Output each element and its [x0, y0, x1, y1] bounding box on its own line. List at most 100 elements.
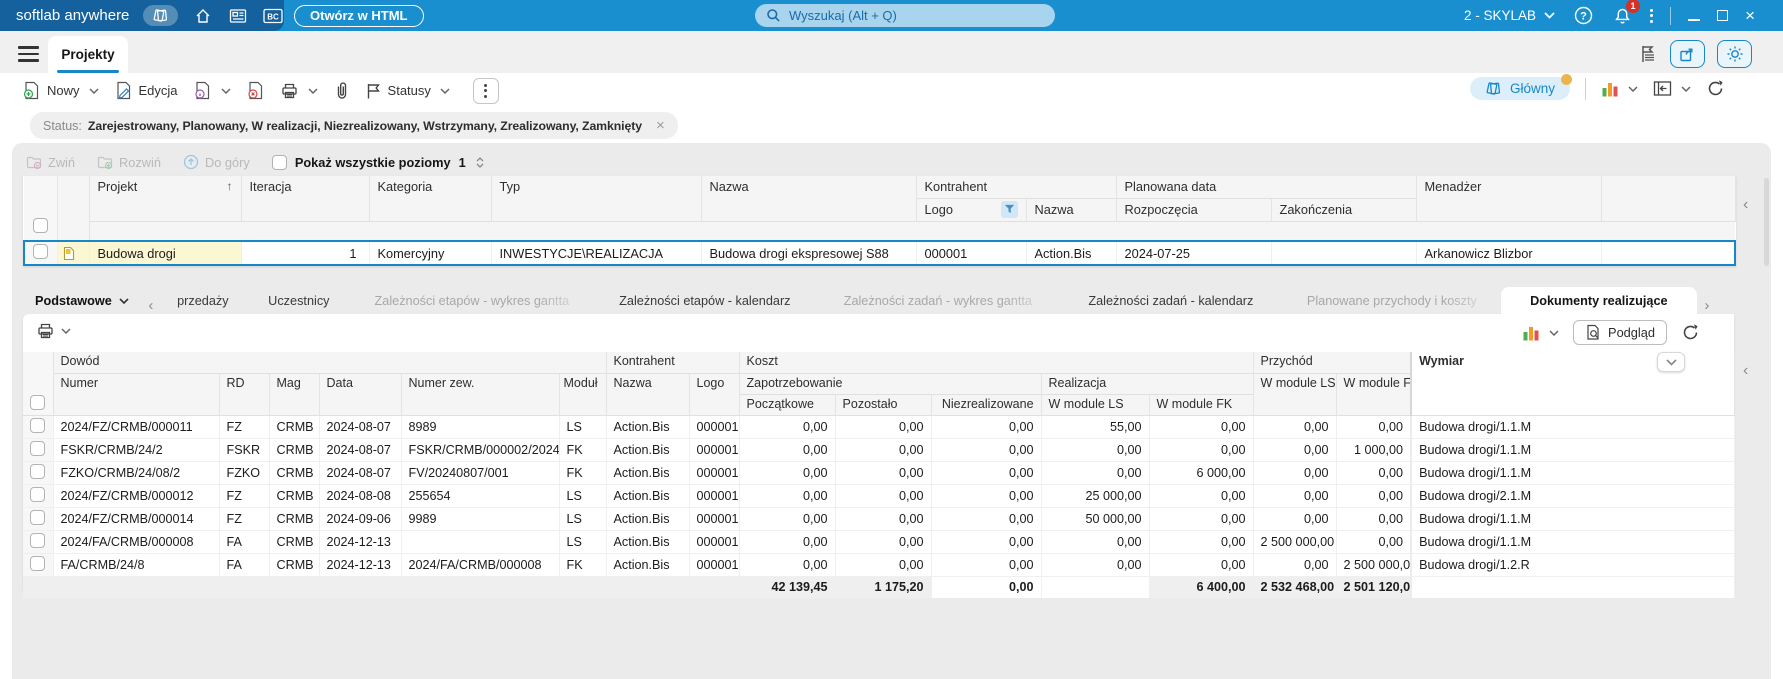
sort-asc-icon[interactable]: ↑ — [227, 179, 233, 193]
tab-zaleznosci-etapow-kalendarz[interactable]: Zależności etapów - kalendarz — [593, 288, 817, 314]
info-document-button[interactable] — [193, 81, 231, 100]
tab-projekty[interactable]: Projekty — [48, 36, 128, 73]
bc-button[interactable]: BC — [263, 5, 284, 27]
col-header-poczatkowe[interactable]: Początkowe — [739, 394, 835, 415]
col-header-nazwa[interactable]: Nazwa — [701, 176, 916, 221]
scroll-left-chevron[interactable]: ‹ — [1743, 196, 1748, 214]
row-checkbox[interactable] — [30, 556, 45, 571]
col-header-typ[interactable]: Typ — [491, 176, 701, 221]
col-header-nazwa[interactable]: Nazwa — [606, 373, 689, 415]
project-row[interactable]: Budowa drogi 1 Komercyjny INWESTYCJE\REA… — [24, 241, 1735, 265]
refresh-button[interactable] — [1706, 79, 1725, 98]
toolbar-overflow-button[interactable] — [473, 78, 499, 104]
chevron-down-icon[interactable] — [61, 328, 71, 334]
col-header-numer[interactable]: Numer — [53, 373, 219, 415]
chart-view-button[interactable] — [1601, 80, 1638, 98]
document-row[interactable]: 2024/FZ/CRMB/000014 FZ CRMB 2024-09-06 9… — [23, 507, 1734, 530]
tab-zaleznosci-zadan-gantt[interactable]: Zależności zadań - wykres gantta — [819, 288, 1057, 314]
collapse-panel-button[interactable] — [1657, 352, 1685, 372]
row-checkbox[interactable] — [30, 418, 45, 433]
select-all-checkbox[interactable] — [30, 395, 45, 410]
document-row[interactable]: 2024/FA/CRMB/000008 FA CRMB 2024-12-13 L… — [23, 530, 1734, 553]
row-checkbox[interactable] — [30, 510, 45, 525]
notifications-button[interactable]: 1 — [1611, 5, 1633, 27]
new-button[interactable]: Nowy — [22, 81, 99, 100]
panel-layout-button[interactable] — [1653, 80, 1691, 97]
col-header-modul[interactable]: Moduł — [559, 373, 606, 415]
document-row[interactable]: 2024/FZ/CRMB/000011 FZ CRMB 2024-08-07 8… — [23, 415, 1734, 438]
tab-uczestnicy[interactable]: Uczestnicy — [247, 288, 351, 314]
detail-tab-selector[interactable]: Podstawowe — [23, 288, 141, 314]
col-header-projekt[interactable]: Projekt↑ — [89, 176, 241, 221]
row-checkbox[interactable] — [33, 244, 48, 259]
col-header-data[interactable]: Data — [319, 373, 401, 415]
attachments-button[interactable] — [333, 81, 350, 100]
tab-zaleznosci-etapow-gantt[interactable]: Zależności etapów - wykres gantta — [353, 288, 591, 314]
pinned-panels-icon[interactable] — [1638, 44, 1658, 64]
open-in-html-button[interactable]: Otwórz w HTML — [294, 5, 424, 27]
col-header-przychod-ls[interactable]: W module LS — [1253, 373, 1336, 415]
select-all-checkbox[interactable] — [33, 218, 48, 233]
col-header-wymiar[interactable]: Wymiar — [1411, 352, 1734, 415]
tab-zaleznosci-zadan-kalendarz[interactable]: Zależności zadań - kalendarz — [1059, 288, 1283, 314]
tab-sprzedazy[interactable]: przedaży — [161, 288, 245, 314]
col-header-mag[interactable]: Mag — [269, 373, 319, 415]
row-checkbox[interactable] — [30, 464, 45, 479]
delete-document-button[interactable] — [246, 81, 265, 100]
col-header-real-fk[interactable]: W module FK — [1149, 394, 1253, 415]
status-filter-chip[interactable]: Status: Zarejestrowany, Planowany, W rea… — [30, 112, 678, 139]
docs-chart-button[interactable] — [1522, 324, 1559, 342]
more-menu-button[interactable] — [1650, 9, 1653, 23]
help-button[interactable]: ? — [1572, 5, 1594, 27]
share-button[interactable] — [1670, 40, 1705, 68]
minimize-button[interactable] — [1688, 19, 1700, 21]
level-stepper[interactable] — [476, 157, 484, 168]
col-header-menadzer[interactable]: Menadżer — [1416, 176, 1601, 221]
document-row[interactable]: 2024/FZ/CRMB/000012 FZ CRMB 2024-08-08 2… — [23, 484, 1734, 507]
remove-filter-icon[interactable]: × — [656, 117, 665, 134]
to-top-button[interactable]: Do góry — [183, 154, 250, 170]
col-header-rd[interactable]: RD — [219, 373, 269, 415]
document-row[interactable]: FZKO/CRMB/24/08/2 FZKO CRMB 2024-08-07 F… — [23, 461, 1734, 484]
theme-button[interactable] — [1717, 40, 1752, 68]
preview-button[interactable]: Podgląd — [1573, 320, 1667, 345]
show-all-levels-checkbox[interactable] — [272, 155, 287, 170]
main-view-button[interactable]: Główny — [1470, 77, 1570, 100]
tabs-scroll-right[interactable]: › — [1699, 297, 1715, 314]
company-selector[interactable]: 2 - SKYLAB — [1464, 8, 1555, 23]
document-row[interactable]: FA/CRMB/24/8 FA CRMB 2024-12-13 2024/FA/… — [23, 553, 1734, 576]
tab-dokumenty-realizujace[interactable]: Dokumenty realizujące — [1501, 287, 1697, 314]
col-header-logo[interactable]: Logo — [689, 373, 739, 415]
col-header-niezrealizowane[interactable]: Niezrealizowane — [931, 394, 1041, 415]
search-input[interactable]: Wyszukaj (Alt + Q) — [755, 4, 1055, 27]
tabs-scroll-left[interactable]: ‹ — [143, 297, 159, 314]
vertical-scrollbar[interactable] — [1764, 178, 1769, 266]
docs-print-button[interactable] — [36, 322, 55, 340]
home-button[interactable] — [192, 5, 213, 27]
col-header-zakonczenia[interactable]: Zakończenia — [1271, 198, 1416, 221]
tab-planowane-przychody[interactable]: Planowane przychody i koszty — [1285, 288, 1499, 314]
close-button[interactable]: × — [1745, 7, 1755, 24]
row-checkbox[interactable] — [30, 533, 45, 548]
scroll-left-chevron[interactable]: ‹ — [1743, 362, 1748, 380]
print-button[interactable] — [280, 82, 318, 100]
col-header-rozpoczecia[interactable]: Rozpoczęcia — [1116, 198, 1271, 221]
filter-icon[interactable] — [1001, 201, 1018, 218]
docs-refresh-button[interactable] — [1681, 323, 1700, 342]
level-value[interactable]: 1 — [459, 155, 466, 170]
expand-button[interactable]: Rozwiń — [97, 154, 161, 170]
col-header-przychod-fk[interactable]: W module FK — [1336, 373, 1411, 415]
collapse-button[interactable]: Zwiń — [26, 154, 75, 170]
col-header-kontrahent-nazwa[interactable]: Nazwa — [1026, 198, 1116, 221]
hamburger-menu-button[interactable] — [18, 46, 39, 62]
maximize-button[interactable] — [1717, 10, 1728, 21]
news-button[interactable] — [227, 5, 248, 27]
edit-button[interactable]: Edycja — [114, 81, 178, 100]
col-header-pozostalo[interactable]: Pozostało — [835, 394, 931, 415]
col-header-numer-zew[interactable]: Numer zew. — [401, 373, 559, 415]
row-checkbox[interactable] — [30, 487, 45, 502]
statuses-button[interactable]: Statusy — [365, 82, 450, 100]
col-header-real-ls[interactable]: W module LS — [1041, 394, 1149, 415]
row-checkbox[interactable] — [30, 441, 45, 456]
col-header-iteracja[interactable]: Iteracja — [241, 176, 369, 221]
